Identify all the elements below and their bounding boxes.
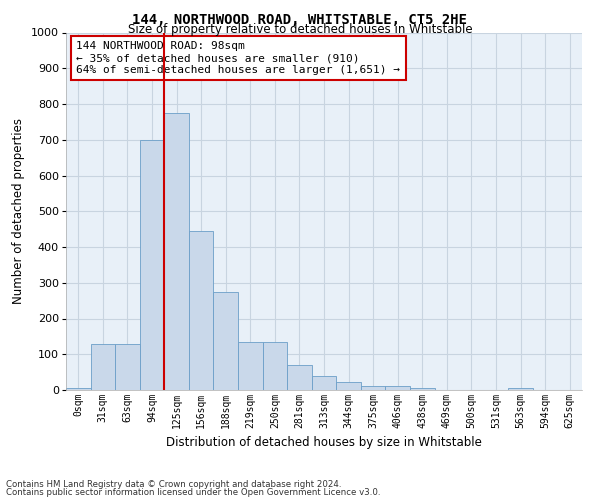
Bar: [91, 344, 115, 390]
Text: 144, NORTHWOOD ROAD, WHITSTABLE, CT5 2HE: 144, NORTHWOOD ROAD, WHITSTABLE, CT5 2HE: [133, 12, 467, 26]
Y-axis label: Number of detached properties: Number of detached properties: [13, 118, 26, 304]
Text: Contains HM Land Registry data © Crown copyright and database right 2024.: Contains HM Land Registry data © Crown c…: [6, 480, 341, 489]
Bar: [361, 386, 385, 390]
Bar: [312, 376, 336, 390]
Bar: [115, 344, 140, 390]
Bar: [336, 382, 361, 390]
Bar: [66, 388, 91, 390]
Bar: [189, 231, 214, 390]
Bar: [164, 113, 189, 390]
Text: 144 NORTHWOOD ROAD: 98sqm
← 35% of detached houses are smaller (910)
64% of semi: 144 NORTHWOOD ROAD: 98sqm ← 35% of detac…: [76, 42, 400, 74]
Bar: [385, 386, 410, 390]
Text: Contains public sector information licensed under the Open Government Licence v3: Contains public sector information licen…: [6, 488, 380, 497]
Bar: [140, 140, 164, 390]
Bar: [263, 342, 287, 390]
X-axis label: Distribution of detached houses by size in Whitstable: Distribution of detached houses by size …: [166, 436, 482, 450]
Bar: [508, 388, 533, 390]
Bar: [214, 292, 238, 390]
Text: Size of property relative to detached houses in Whitstable: Size of property relative to detached ho…: [128, 22, 472, 36]
Bar: [238, 342, 263, 390]
Bar: [410, 388, 434, 390]
Bar: [287, 365, 312, 390]
